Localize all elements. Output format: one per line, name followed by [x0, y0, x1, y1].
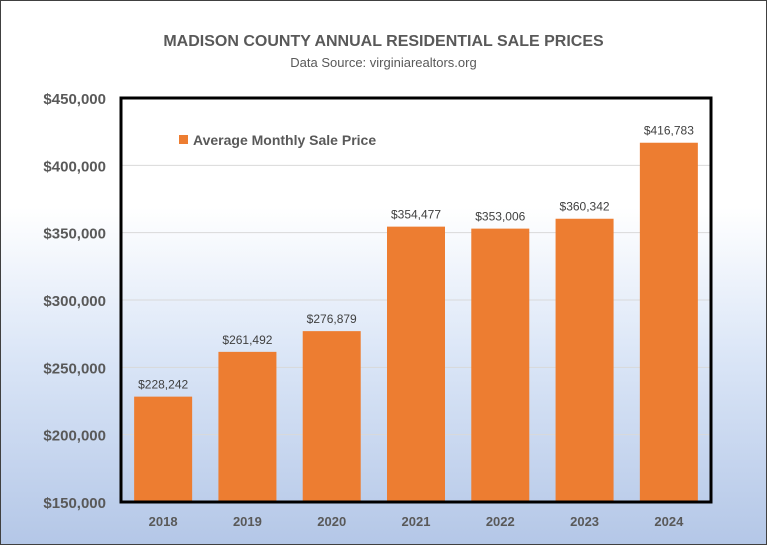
bar-2019 — [218, 351, 277, 502]
chart-title: MADISON COUNTY ANNUAL RESIDENTIAL SALE P… — [163, 33, 604, 50]
y-tick-label: $300,000 — [43, 293, 106, 310]
legend-label: Average Monthly Sale Price — [193, 132, 376, 148]
plot-area-border — [119, 96, 713, 504]
data-label: $360,342 — [560, 200, 610, 214]
x-tick-label: 2022 — [486, 514, 515, 529]
y-tick-label: $200,000 — [43, 428, 106, 445]
y-tick-label: $150,000 — [43, 495, 106, 512]
bar-2018 — [134, 396, 193, 502]
bar-2023 — [555, 218, 614, 502]
x-tick-label: 2018 — [149, 514, 178, 529]
legend-swatch — [179, 135, 188, 144]
data-label: $354,477 — [391, 208, 441, 222]
y-tick-label: $400,000 — [43, 158, 106, 175]
x-tick-label: 2020 — [317, 514, 346, 529]
y-tick-label: $250,000 — [43, 360, 106, 377]
bar-2021 — [387, 226, 445, 502]
chart-subtitle: Data Source: virginiarealtors.org — [290, 55, 477, 70]
bar-2024 — [639, 142, 698, 502]
data-label: $276,879 — [307, 312, 357, 326]
y-tick-label: $350,000 — [43, 226, 106, 243]
x-tick-label: 2021 — [402, 514, 431, 529]
data-label: $416,783 — [644, 124, 694, 138]
data-label: $261,492 — [222, 333, 272, 347]
y-tick-label: $450,000 — [43, 91, 106, 108]
x-tick-label: 2024 — [654, 514, 684, 529]
bar-2020 — [302, 331, 361, 502]
bar-2022 — [471, 228, 530, 502]
data-label: $353,006 — [475, 210, 525, 224]
x-tick-label: 2023 — [570, 514, 599, 529]
x-tick-label: 2019 — [233, 514, 262, 529]
data-label: $228,242 — [138, 378, 188, 392]
